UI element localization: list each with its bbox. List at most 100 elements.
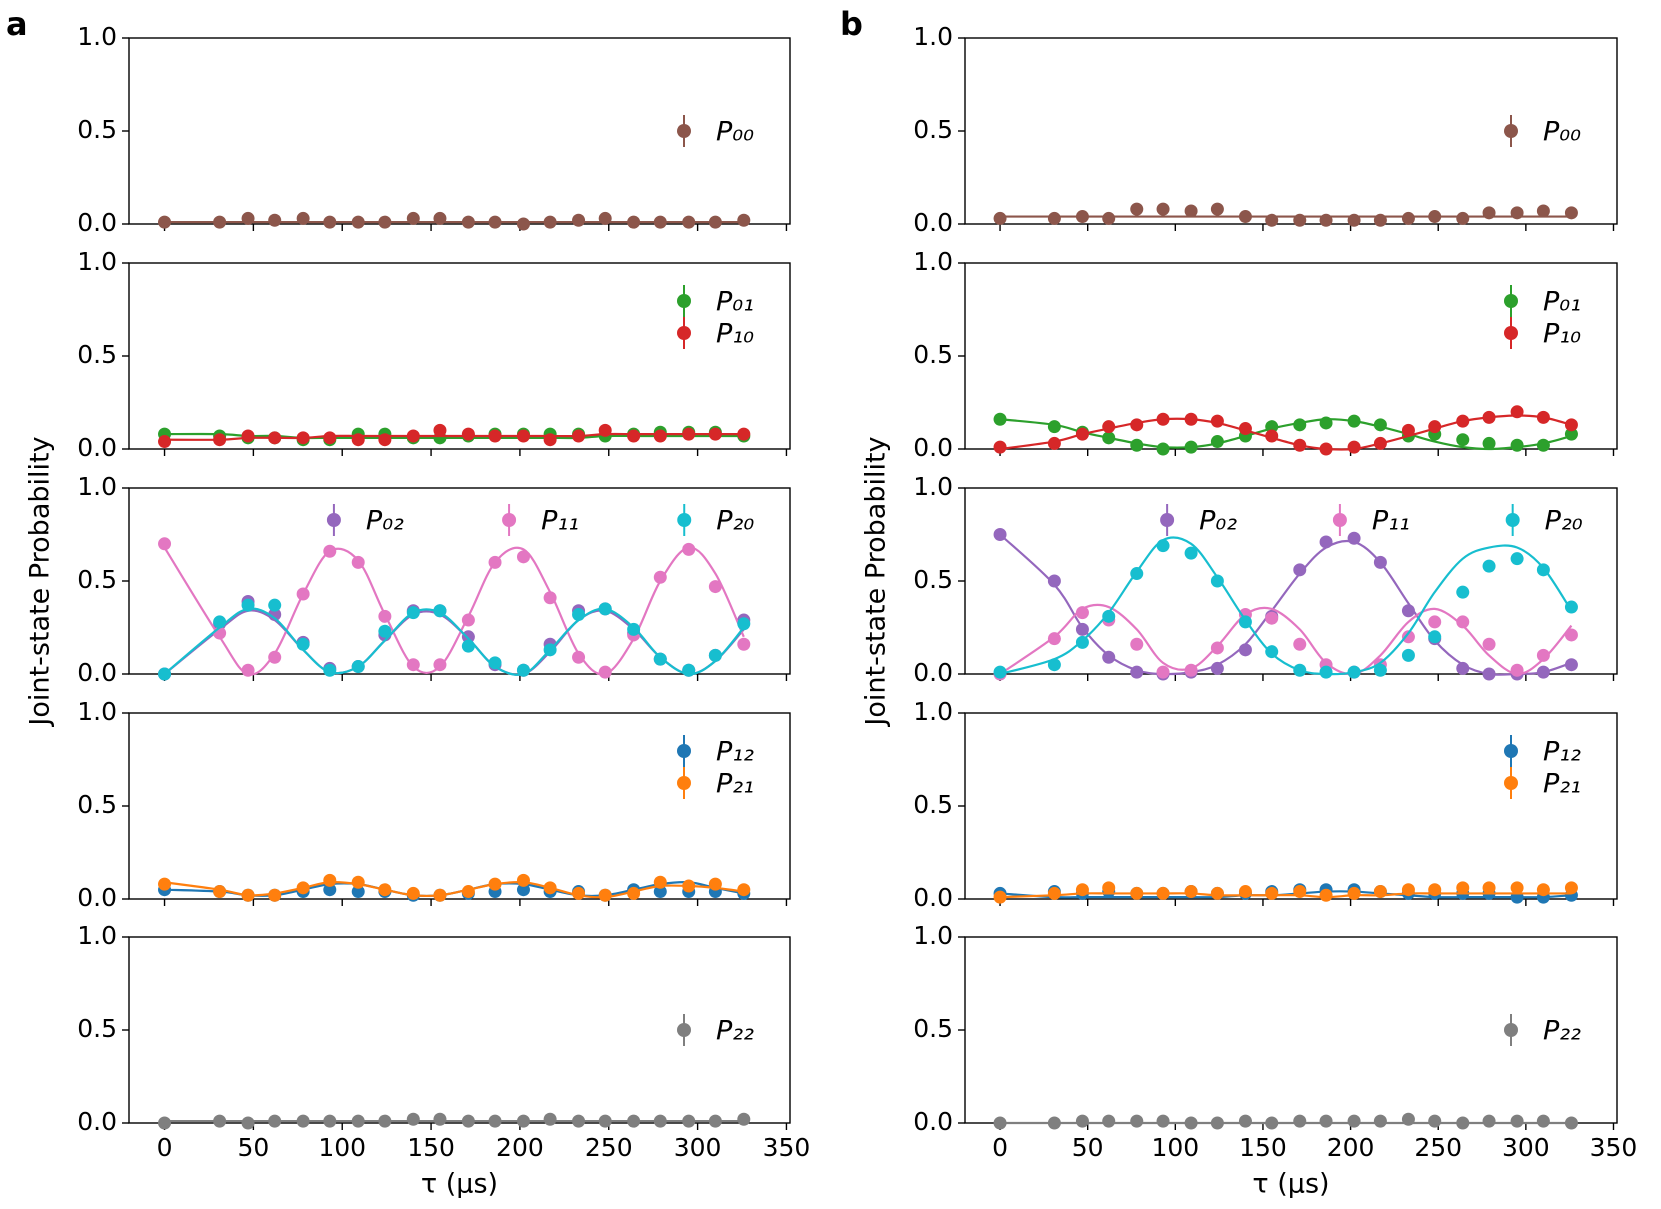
data-point	[708, 427, 722, 441]
data-point	[1047, 211, 1061, 225]
data-point	[268, 650, 282, 664]
data-point	[1075, 606, 1089, 620]
data-point	[241, 598, 255, 612]
data-point	[1319, 535, 1333, 549]
data-point	[1130, 418, 1144, 432]
subplot: 0.0 0.5 1.0 P₀₂ P₁₁ P₂₀	[77, 472, 791, 687]
data-point	[682, 427, 696, 441]
x-tick-label: 250	[585, 1133, 633, 1162]
data-point	[1293, 563, 1307, 577]
data-point	[1482, 410, 1496, 424]
x-tick-label: 50	[1072, 1133, 1104, 1162]
data-point	[1293, 663, 1307, 677]
data-point	[1238, 615, 1252, 629]
data-point	[1401, 1112, 1415, 1126]
data-point	[1373, 213, 1387, 227]
data-point	[1373, 418, 1387, 432]
data-point	[1075, 883, 1089, 897]
data-point	[1265, 611, 1279, 625]
data-point	[323, 663, 337, 677]
data-point	[1536, 563, 1550, 577]
subplot: 0.0 0.5 1.0 0 50 100 150 200 250 300 350 τ (μs) P₂₂	[913, 921, 1637, 1200]
legend-marker	[677, 1023, 691, 1037]
data-point	[1184, 204, 1198, 218]
legend-label: P₂₁	[716, 769, 754, 800]
data-point	[1373, 555, 1387, 569]
legend-label: P₁₁	[541, 506, 579, 537]
y-tick-label: 1.0	[913, 697, 953, 726]
data-point	[433, 604, 447, 618]
data-point	[653, 570, 667, 584]
data-point	[1456, 661, 1470, 675]
data-point	[1456, 585, 1470, 599]
data-point	[1536, 410, 1550, 424]
data-point	[1482, 206, 1496, 220]
data-point	[516, 663, 530, 677]
data-point	[1075, 1114, 1089, 1128]
legend-marker	[326, 513, 341, 527]
data-point	[461, 885, 475, 899]
data-point	[323, 873, 337, 887]
data-point	[323, 215, 337, 229]
legend-label: P₀₀	[1543, 117, 1581, 148]
legend-label: P₂₂	[1543, 1016, 1581, 1047]
plot-frame	[964, 487, 1618, 675]
data-point	[1184, 663, 1198, 677]
data-point	[158, 667, 172, 681]
data-point	[1347, 665, 1361, 679]
y-tick-label: 0.5	[77, 340, 117, 369]
y-tick-label: 1.0	[77, 22, 117, 51]
data-point	[488, 877, 502, 891]
data-point	[461, 613, 475, 627]
legend-label: P₀₀	[716, 117, 754, 148]
data-point	[461, 1114, 475, 1128]
legend-marker	[677, 513, 692, 527]
legend-marker	[1504, 1023, 1518, 1037]
data-point	[1265, 420, 1279, 434]
data-point	[1102, 881, 1116, 895]
data-point	[1075, 427, 1089, 441]
data-point	[993, 440, 1007, 454]
legend-label: P₂₁	[1543, 769, 1581, 800]
data-point	[516, 217, 530, 231]
data-point	[351, 875, 365, 889]
data-point	[1564, 600, 1578, 614]
data-point	[708, 1114, 722, 1128]
data-point	[516, 429, 530, 443]
data-point	[627, 429, 641, 443]
data-point	[1564, 881, 1578, 895]
panel-letter: b	[840, 5, 863, 43]
x-tick-label: 350	[763, 1133, 811, 1162]
y-tick-label: 1.0	[913, 472, 953, 501]
data-point	[1510, 206, 1524, 220]
data-point	[1564, 427, 1578, 441]
data-point	[572, 213, 586, 227]
data-point	[1238, 422, 1252, 436]
data-point	[1347, 886, 1361, 900]
y-tick-label: 1.0	[77, 697, 117, 726]
data-point	[296, 881, 310, 895]
data-point	[1047, 632, 1061, 646]
data-point	[1238, 643, 1252, 657]
data-point	[406, 606, 420, 620]
data-point	[1293, 637, 1307, 651]
data-point	[1210, 886, 1224, 900]
data-point	[1510, 405, 1524, 419]
legend-label: P₀₂	[366, 506, 404, 537]
data-point	[1184, 440, 1198, 454]
plot-frame	[128, 262, 791, 450]
data-point	[1347, 531, 1361, 545]
y-axis-label: Joint-state Probability	[25, 436, 56, 727]
x-tick-label: 250	[1414, 1133, 1462, 1162]
x-tick-label: 150	[1239, 1133, 1287, 1162]
data-point	[1401, 604, 1415, 618]
data-point	[323, 544, 337, 558]
data-point	[378, 433, 392, 447]
data-point	[1428, 883, 1442, 897]
legend-marker	[1332, 513, 1347, 527]
x-tick-label: 50	[237, 1133, 269, 1162]
data-point	[993, 412, 1007, 426]
data-point	[296, 1114, 310, 1128]
data-point	[213, 215, 227, 229]
